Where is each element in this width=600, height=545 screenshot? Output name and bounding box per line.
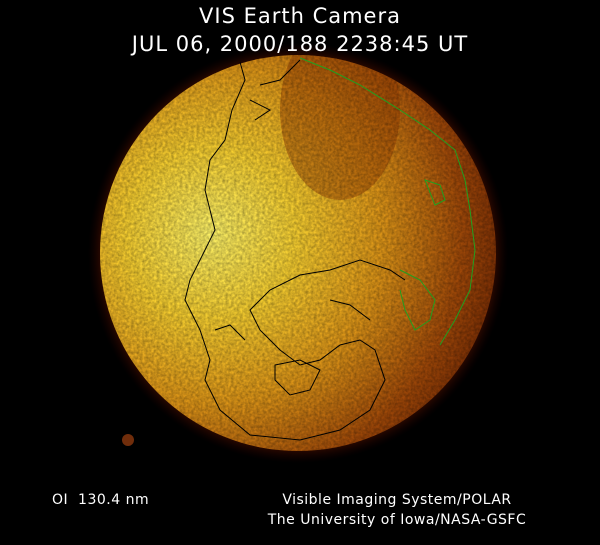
coastlines-night [299, 57, 476, 346]
coastlines-day [184, 59, 406, 441]
image-title: VIS Earth Camera [199, 4, 401, 28]
credit-line-2: The University of Iowa/NASA-GSFC [267, 512, 527, 528]
credit-line-1: Visible Imaging System/POLAR [282, 492, 512, 508]
image-timestamp: JUL 06, 2000/188 2238:45 UT [131, 32, 469, 56]
wavelength-label: OI 130.4 nm [52, 492, 150, 508]
